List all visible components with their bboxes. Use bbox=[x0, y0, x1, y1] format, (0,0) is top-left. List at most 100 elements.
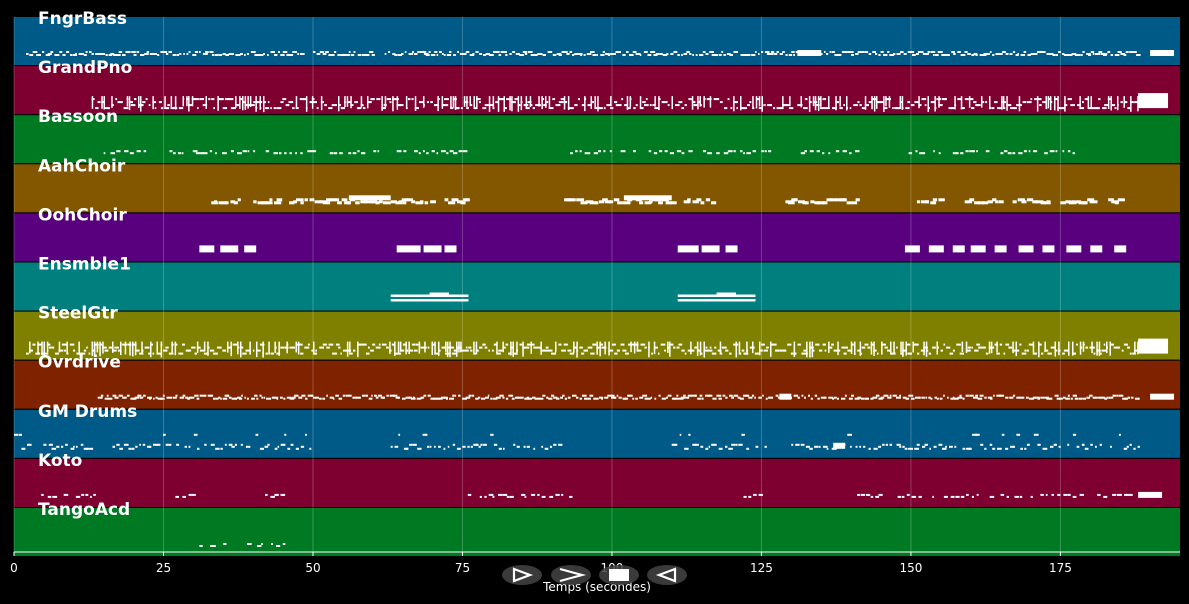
note bbox=[797, 396, 800, 399]
note bbox=[1009, 53, 1013, 55]
note bbox=[420, 200, 424, 204]
note bbox=[278, 341, 280, 356]
note bbox=[386, 346, 389, 349]
note bbox=[478, 396, 481, 399]
note bbox=[350, 104, 354, 107]
note bbox=[957, 396, 963, 399]
note bbox=[434, 445, 436, 448]
note bbox=[729, 394, 733, 397]
track-lane[interactable]: GM Drums bbox=[14, 402, 1180, 459]
note bbox=[282, 98, 287, 101]
note bbox=[451, 352, 456, 355]
note bbox=[673, 346, 676, 349]
note bbox=[351, 54, 355, 56]
note bbox=[220, 245, 239, 253]
forward-button[interactable] bbox=[551, 565, 591, 585]
track-lane[interactable]: TangoAcd bbox=[14, 500, 1180, 558]
note bbox=[613, 53, 616, 55]
note bbox=[1013, 107, 1017, 110]
note bbox=[1081, 443, 1085, 446]
track-lane[interactable]: AahChoir bbox=[14, 156, 1180, 214]
note bbox=[721, 346, 727, 349]
note bbox=[620, 150, 626, 153]
track-lane[interactable]: OohChoir bbox=[14, 205, 1180, 263]
note bbox=[968, 98, 974, 101]
note bbox=[703, 150, 707, 153]
note bbox=[319, 397, 322, 400]
note bbox=[570, 198, 576, 202]
note bbox=[669, 152, 674, 155]
note bbox=[841, 51, 847, 53]
note bbox=[859, 445, 862, 448]
track-lane[interactable]: Bassoon bbox=[14, 107, 1180, 165]
note bbox=[95, 107, 99, 110]
note bbox=[766, 346, 769, 349]
note bbox=[328, 343, 334, 346]
note bbox=[1017, 198, 1025, 202]
note bbox=[411, 200, 416, 204]
note bbox=[434, 104, 438, 107]
track-lane[interactable]: Ovrdrive bbox=[14, 353, 1180, 410]
note bbox=[199, 245, 215, 253]
note bbox=[279, 152, 282, 155]
track-lane[interactable]: Ensmble1 bbox=[14, 255, 1180, 312]
note bbox=[622, 54, 626, 56]
note bbox=[213, 107, 215, 110]
note bbox=[860, 397, 865, 400]
note bbox=[857, 349, 861, 352]
note bbox=[186, 53, 189, 55]
note bbox=[1082, 101, 1084, 104]
rewind-button[interactable] bbox=[647, 565, 687, 585]
track-lane[interactable]: GrandPno bbox=[14, 58, 1180, 116]
note bbox=[114, 396, 119, 399]
note bbox=[165, 53, 169, 55]
note bbox=[808, 394, 810, 397]
note bbox=[580, 54, 583, 56]
note bbox=[847, 349, 852, 352]
note bbox=[952, 349, 955, 352]
note bbox=[725, 445, 728, 448]
note bbox=[83, 349, 87, 352]
note bbox=[390, 294, 469, 297]
note bbox=[240, 341, 242, 358]
note bbox=[311, 349, 314, 352]
note bbox=[561, 349, 566, 352]
note bbox=[381, 96, 383, 111]
note bbox=[498, 447, 502, 450]
tick-label: 75 bbox=[455, 561, 470, 575]
note bbox=[276, 397, 279, 400]
note bbox=[320, 96, 323, 111]
note bbox=[974, 349, 979, 352]
note bbox=[678, 101, 683, 104]
note bbox=[249, 341, 251, 354]
note bbox=[718, 54, 722, 56]
note bbox=[493, 397, 498, 400]
note bbox=[918, 96, 920, 109]
track-lane[interactable]: FngrBass bbox=[14, 9, 1180, 67]
track-lane[interactable]: SteelGtr bbox=[14, 304, 1180, 361]
note bbox=[696, 198, 702, 202]
track-lane[interactable]: Koto bbox=[14, 451, 1180, 508]
note bbox=[948, 107, 952, 110]
note bbox=[496, 352, 501, 355]
note bbox=[618, 396, 622, 399]
note bbox=[75, 53, 77, 55]
note bbox=[14, 433, 18, 436]
note bbox=[647, 54, 652, 56]
note bbox=[687, 198, 691, 202]
note bbox=[76, 352, 80, 355]
note bbox=[286, 341, 288, 354]
note bbox=[449, 150, 454, 153]
note bbox=[353, 349, 356, 352]
note bbox=[65, 443, 68, 446]
note bbox=[115, 54, 121, 56]
note bbox=[1019, 495, 1023, 498]
note bbox=[697, 96, 699, 110]
track-notes bbox=[199, 543, 286, 547]
play-button[interactable] bbox=[502, 565, 542, 585]
note bbox=[992, 107, 995, 110]
note bbox=[887, 396, 892, 399]
stop-button[interactable] bbox=[599, 565, 639, 585]
note bbox=[449, 51, 452, 53]
